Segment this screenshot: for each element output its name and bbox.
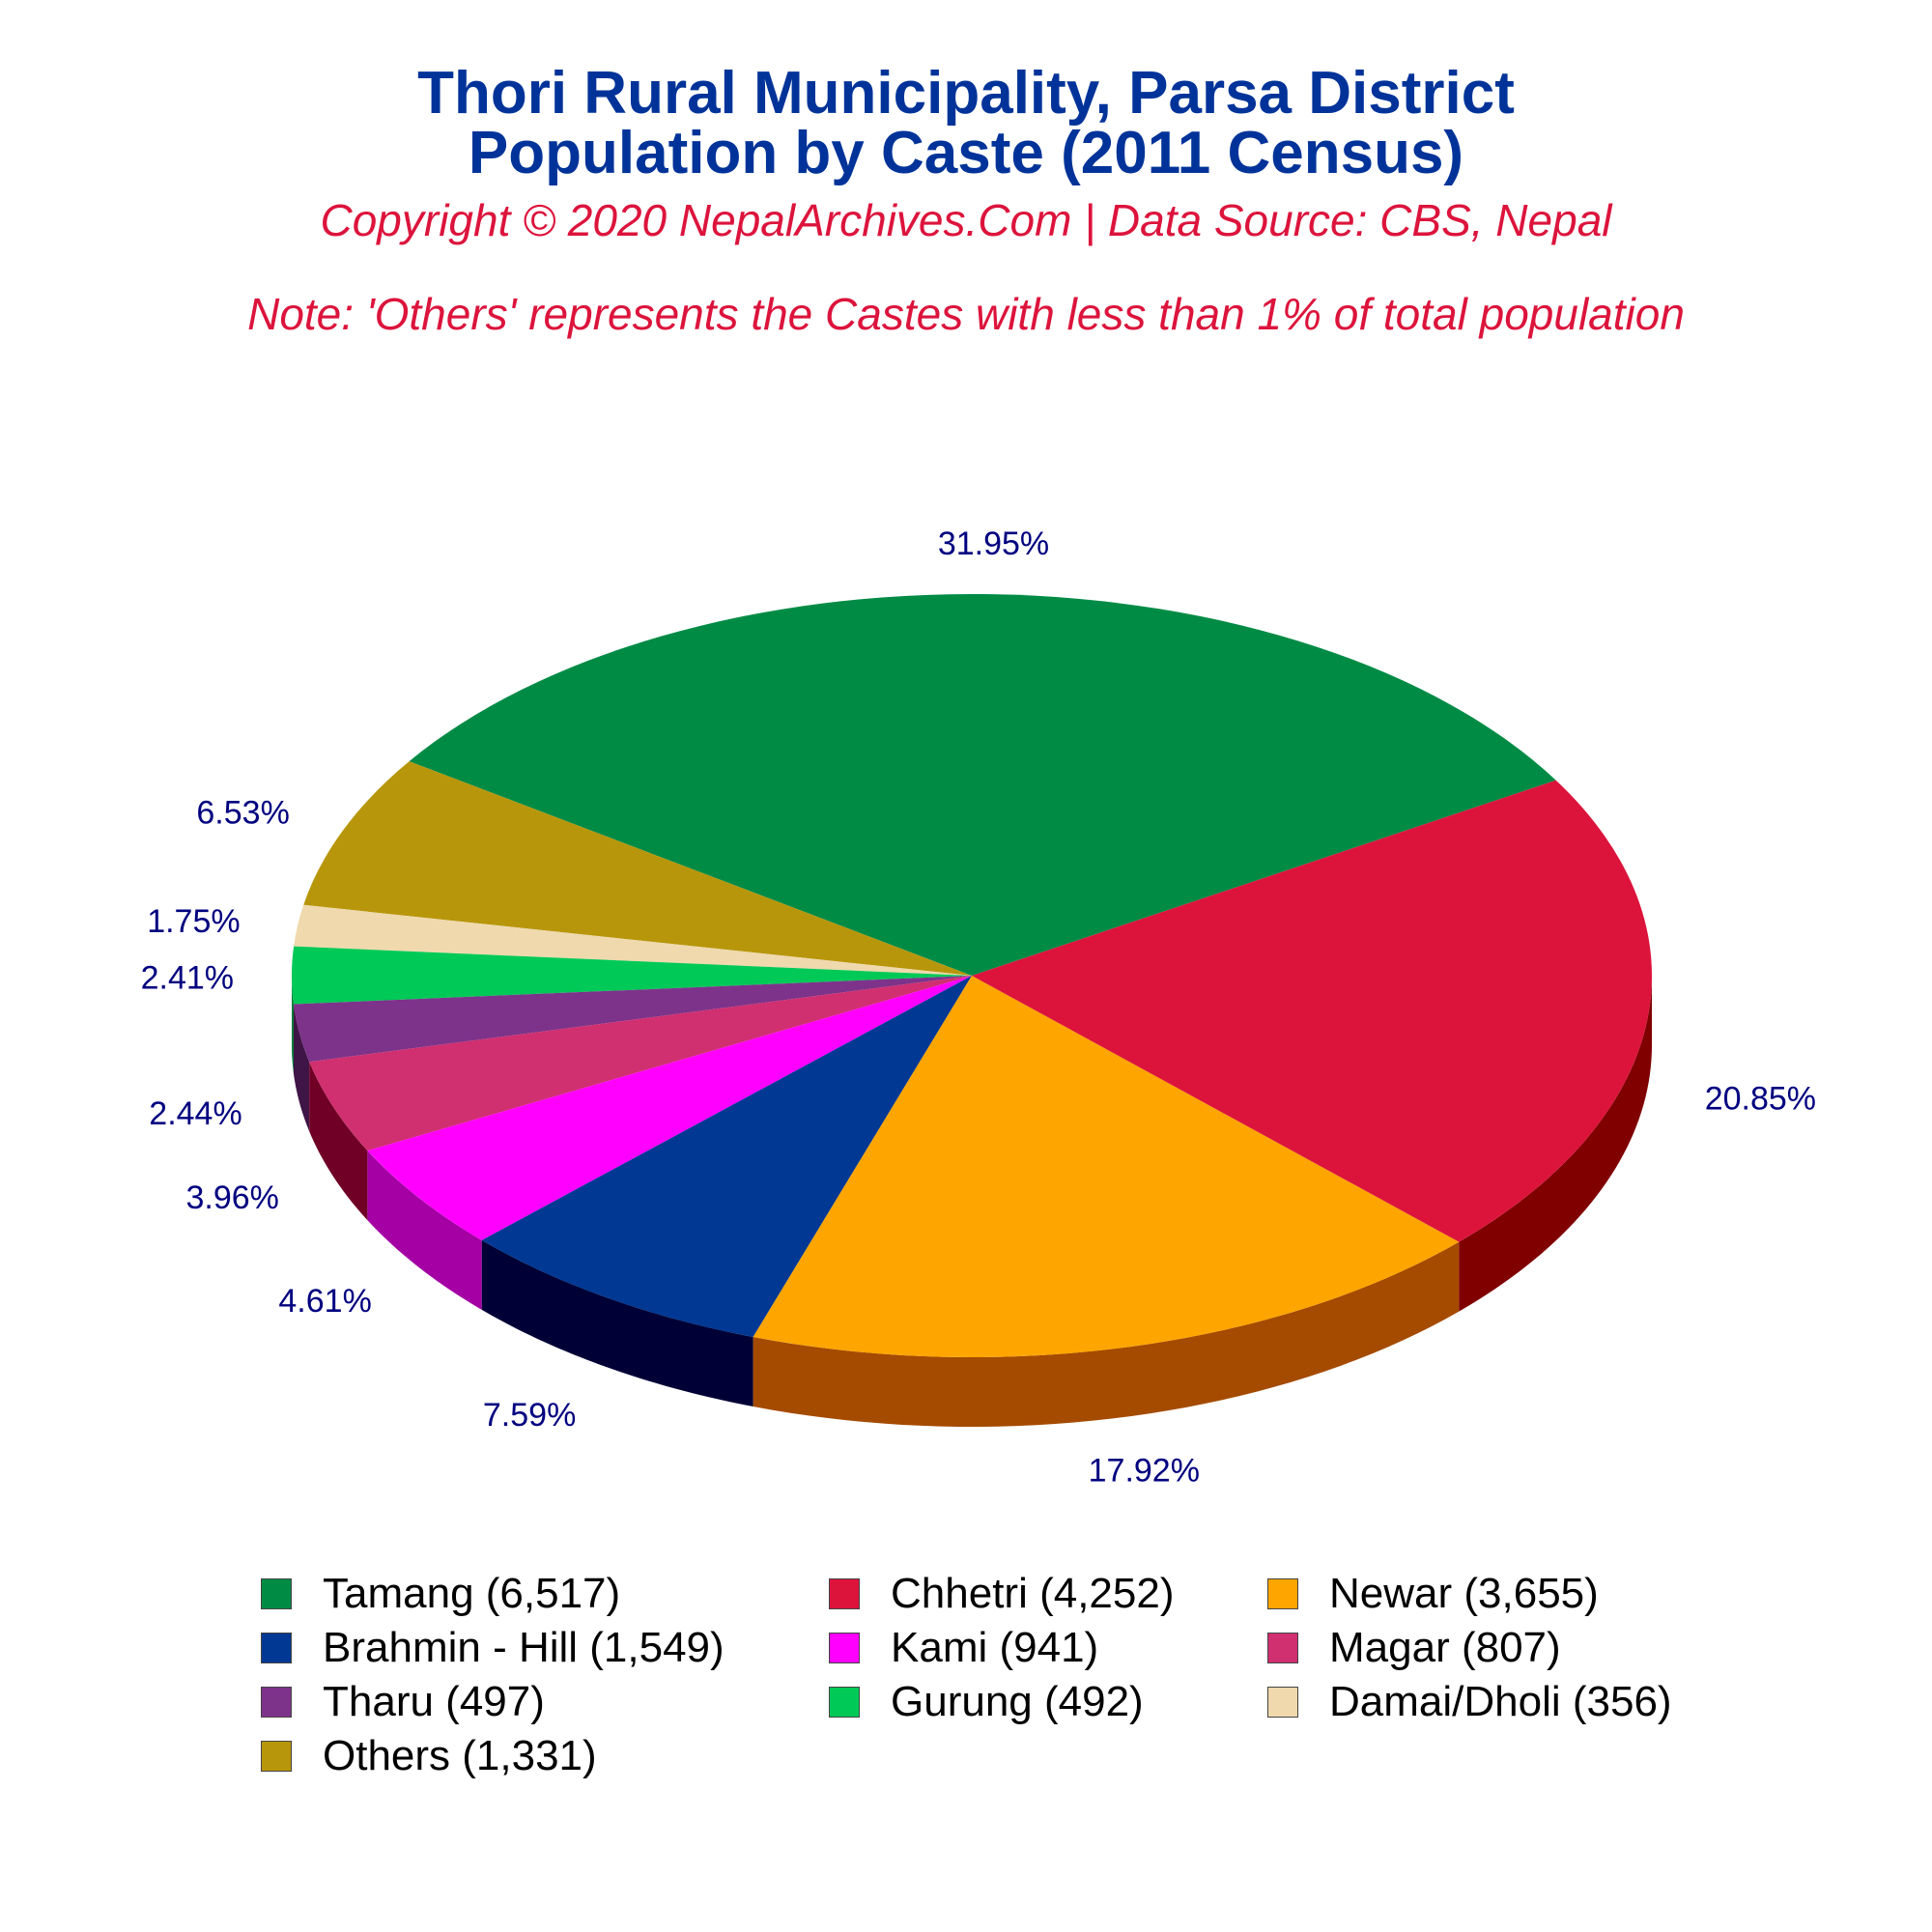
legend-swatch	[261, 1687, 292, 1718]
pie-slice-tharu	[293, 976, 973, 1063]
legend-item-chhetri: Chhetri (4,252)	[829, 1570, 1174, 1618]
legend-label: Others (1,331)	[323, 1732, 597, 1779]
pie-label-chhetri: 20.85%	[1705, 1081, 1816, 1118]
legend-label: Newar (3,655)	[1329, 1570, 1599, 1617]
pie-chart: 31.95% 6.53% 1.75% 2.41% 2.44% 3.96% 4.61% 7.59…	[141, 526, 1816, 1489]
legend-swatch	[829, 1687, 860, 1718]
pie-label-kami: 4.61%	[278, 1283, 371, 1320]
pie-label-brahmin-hill: 7.59%	[483, 1397, 576, 1434]
legend-swatch	[1267, 1687, 1298, 1718]
pie-slice-kami	[367, 976, 972, 1240]
legend-label: Brahmin - Hill (1,549)	[323, 1624, 724, 1671]
pie-slice-gurung	[291, 946, 972, 1005]
chart-title-line-1: Thori Rural Municipality, Parsa District	[417, 60, 1515, 127]
legend-swatch	[1267, 1633, 1298, 1663]
pie-label-newar: 17.92%	[1089, 1453, 1200, 1490]
legend-label: Magar (807)	[1329, 1624, 1561, 1671]
pie-slice-damai-dholi	[294, 904, 973, 976]
note-text: Note: 'Others' represents the Castes wit…	[247, 289, 1685, 339]
legend-swatch	[829, 1633, 860, 1663]
legend-item-damai-dholi: Damai/Dholi (356)	[1267, 1678, 1672, 1726]
pie-slice-chhetri	[972, 780, 1653, 1242]
chart-title-line-2: Population by Caste (2011 Census)	[468, 120, 1464, 186]
pie-side-gurung	[292, 976, 294, 1074]
legend-item-newar: Newar (3,655)	[1267, 1570, 1599, 1618]
legend-swatch	[261, 1578, 292, 1609]
legend-item-others: Others (1,331)	[261, 1732, 597, 1780]
pie-label-magar: 3.96%	[185, 1179, 278, 1216]
legend-item-magar: Magar (807)	[1267, 1624, 1561, 1672]
legend-label: Chhetri (4,252)	[891, 1570, 1175, 1617]
legend-item-brahmin-hill: Brahmin - Hill (1,549)	[261, 1624, 724, 1672]
pie-label-others: 6.53%	[196, 794, 289, 831]
pie-slice-brahmin-hill	[481, 976, 972, 1338]
legend-label: Tamang (6,517)	[323, 1570, 621, 1617]
legend-label: Kami (941)	[891, 1624, 1099, 1671]
pie-side-tharu	[293, 1004, 310, 1132]
legend-label: Gurung (492)	[891, 1678, 1144, 1725]
pie-side-newar	[753, 1241, 1460, 1427]
pie-slices	[291, 594, 1653, 1357]
legend-swatch	[261, 1633, 292, 1663]
pie-side-brahmin-hill	[481, 1239, 753, 1407]
legend-item-gurung: Gurung (492)	[829, 1678, 1144, 1726]
pie-slice-magar	[309, 976, 972, 1151]
legend-swatch	[261, 1741, 292, 1772]
pie-side-magar	[309, 1062, 368, 1221]
pie-label-tharu: 2.44%	[149, 1095, 242, 1132]
pie-slice-others	[303, 761, 973, 976]
pie-slice-tamang	[409, 594, 1556, 976]
pie-side-chhetri	[1459, 976, 1652, 1312]
legend-label: Tharu (497)	[323, 1678, 545, 1725]
pie-label-tamang: 31.95%	[938, 526, 1049, 562]
pie-side-kami	[367, 1151, 482, 1310]
pie-slice-newar	[753, 976, 1460, 1357]
pie-label-gurung: 2.41%	[141, 960, 234, 997]
legend-item-kami: Kami (941)	[829, 1624, 1098, 1672]
legend-item-tamang: Tamang (6,517)	[261, 1570, 620, 1618]
pie-labels: 31.95% 6.53% 1.75% 2.41% 2.44% 3.96% 4.61% 7.59…	[141, 526, 1816, 1489]
legend-swatch	[1267, 1578, 1298, 1609]
legend-label: Damai/Dholi (356)	[1329, 1678, 1672, 1725]
legend-swatch	[829, 1578, 860, 1609]
copyright-text: Copyright © 2020 NepalArchives.Com | Dat…	[320, 195, 1612, 245]
pie-sides	[292, 976, 1652, 1427]
legend-item-tharu: Tharu (497)	[261, 1678, 545, 1726]
pie-label-damai-dholi: 1.75%	[147, 903, 240, 940]
